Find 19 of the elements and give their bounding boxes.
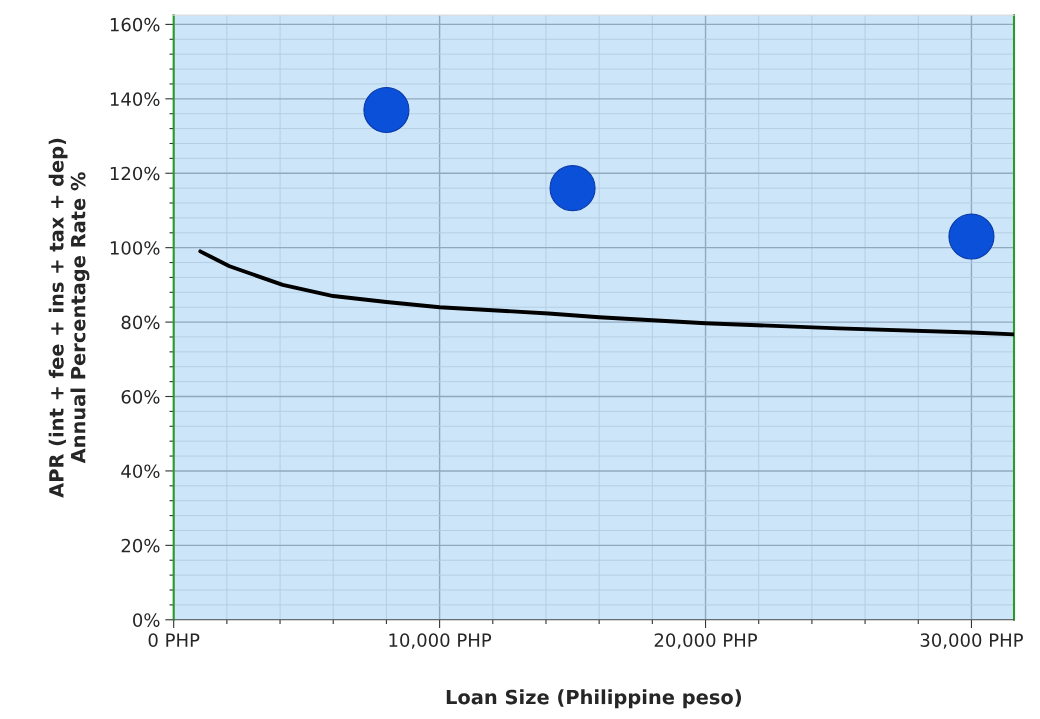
x-tick-label: 0 PHP xyxy=(148,633,200,647)
x-tick-label: 10,000 PHP xyxy=(389,633,492,649)
x-axis-title: Loan Size (Philippine peso) xyxy=(446,689,741,709)
line-series xyxy=(198,249,1014,337)
y-tick-label: 40% xyxy=(121,464,160,479)
y-tick-label: 60% xyxy=(121,389,160,404)
y-tick-label: 160% xyxy=(110,17,160,32)
y-tick-label: 100% xyxy=(110,241,160,255)
point xyxy=(948,213,995,260)
y-tick-label: 0% xyxy=(133,613,160,627)
y-tick-label: 140% xyxy=(110,92,160,106)
y-tick-label: 20% xyxy=(121,538,160,553)
y-axis-title: APR (int + fee + ins + tax + dep) Annual Percentage Rate % xyxy=(48,138,90,498)
y-tick-label: 120% xyxy=(110,166,160,181)
y-tick-label: 80% xyxy=(121,315,160,330)
point xyxy=(549,165,596,212)
x-tick-label: 20,000 PHP xyxy=(654,633,758,649)
point xyxy=(363,86,410,134)
x-tick-label: 30,000 PHP xyxy=(920,633,1023,649)
